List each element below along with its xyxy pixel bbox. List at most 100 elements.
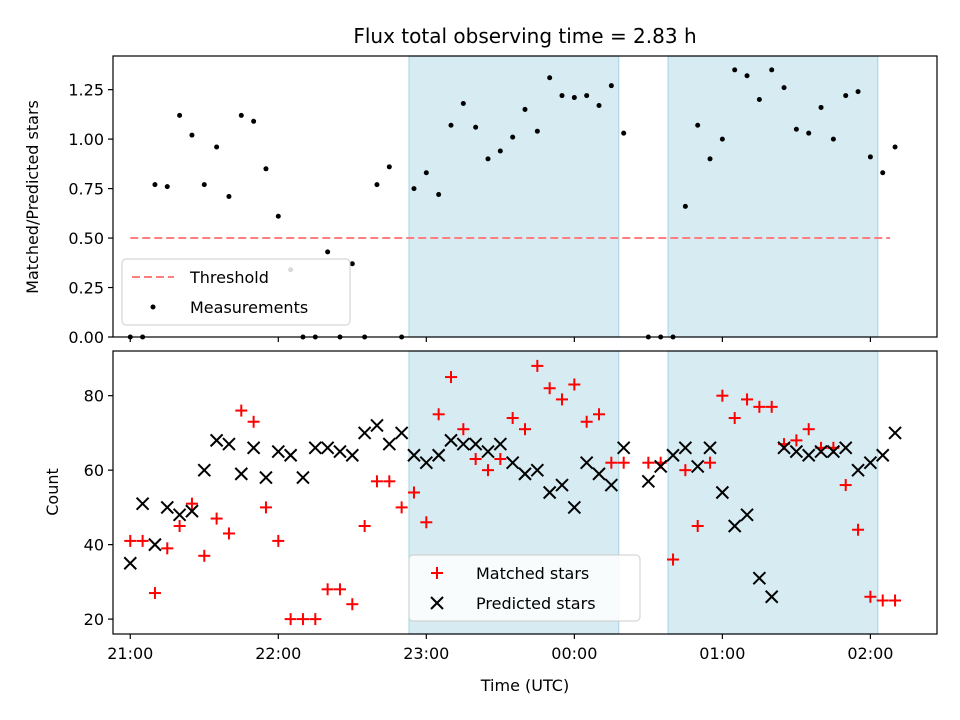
measurement-point [707,156,713,162]
measurement-point [497,148,503,154]
matched-star-point [432,408,445,421]
predicted-star-point [160,500,174,515]
predicted-star-point [764,590,779,604]
predicted-star-point [431,448,446,462]
bottom-shaded-interval [667,350,879,635]
measurement-point [682,203,688,209]
measurement-point [436,192,442,198]
measurement-point [621,130,627,136]
predicted-star-point [481,444,495,459]
matched-star-point [272,534,285,547]
x-tick-label: 02:00 [847,644,893,663]
matched-star-point [321,583,334,596]
measurement-point [275,213,281,219]
measurement-point [325,249,331,255]
measurement-point [892,144,898,150]
measurement-point [781,85,787,91]
bottom-y-tick-label: 40 [84,536,104,555]
matched-stars-legend-label: Matched stars [476,564,589,583]
top-shaded-interval [667,55,879,338]
measurement-point [152,182,158,188]
measurement-point [830,136,836,142]
matched-star-point [716,389,729,402]
matched-star-point [790,434,803,447]
predicted-star-point [592,467,606,481]
predicted-star-point [197,463,211,477]
predicted-star-point [283,448,298,462]
measurement-point [226,194,232,199]
measurement-point [177,112,183,118]
matched-star-point [198,549,211,562]
predicted-star-point [209,433,224,448]
predicted-star-point [703,441,717,455]
bottom-panel-marks [123,359,902,626]
predicted-star-point [876,448,890,462]
measurement-point [719,136,725,142]
predicted-star-point [246,441,261,455]
predicted-stars-legend-swatch [430,596,444,610]
predicted-star-point [678,441,693,455]
measurement-point [769,67,775,73]
predicted-star-point [468,437,483,451]
predicted-star-point [789,444,804,459]
measurement-point [214,144,220,150]
predicted-star-point [851,463,865,477]
bottom-axes-frame [112,350,938,635]
top-y-tick-label: 0.00 [68,328,104,347]
matched-star-point [802,423,815,436]
predicted-star-point [579,456,594,470]
top-legend-box [121,258,351,326]
chart-title: Flux total observing time = 2.83 h [353,24,696,48]
measurement-point [806,130,812,136]
predicted-star-point [234,467,248,481]
matched-star-point [864,590,877,603]
predicted-star-point [382,437,397,451]
predicted-star-point [752,571,767,585]
predicted-star-point [715,485,730,500]
matched-star-point [679,464,692,477]
predicted-star-point [604,478,619,492]
measurements-legend-swatch [150,304,156,310]
matched-star-point [309,613,322,626]
top-y-tick-label: 0.75 [68,180,104,199]
predicted-star-point [814,444,828,459]
threshold-legend-label: Threshold [189,268,269,287]
matched-star-point [358,520,371,533]
measurement-point [571,95,577,101]
measurement-point [263,166,269,172]
bottom-legend: Matched stars Predicted stars [408,554,641,622]
matched-star-point [519,423,531,436]
measurement-point [522,106,528,112]
predicted-star-point [826,444,841,459]
matched-star-point [728,412,741,425]
matched-star-point [210,512,223,525]
predicted-star-point [888,426,902,440]
measurement-point [559,93,565,99]
measurement-point [744,73,750,79]
measurement-point [238,112,244,118]
matched-star-point [148,587,161,600]
predicted-star-point [123,556,137,570]
predicted-star-point [172,508,187,522]
measurement-point [448,122,454,128]
predicted-star-point [407,448,421,462]
measurement-point [584,93,590,99]
matched-star-point [124,534,137,547]
measurement-point [485,156,491,162]
predicted-star-point [505,456,520,470]
predicted-star-point [493,437,508,451]
matched-star-point [383,475,396,488]
bottom-y-tick-label: 60 [84,461,104,480]
predicted-star-point [616,441,631,455]
top-legend: Threshold Measurements [121,258,351,326]
matched-stars-legend-swatch [431,567,443,579]
matched-star-point [284,613,297,626]
predicted-star-point [641,474,656,489]
predicted-star-point [185,504,199,518]
bottom-y-ticks: 20 40 60 80 [84,387,113,629]
bottom-x-ticks: 21:00 22:00 23:00 00:00 01:00 02:00 [107,634,893,663]
measurement-point [473,124,479,130]
predicted-star-point [357,426,372,440]
measurement-point [423,170,429,176]
